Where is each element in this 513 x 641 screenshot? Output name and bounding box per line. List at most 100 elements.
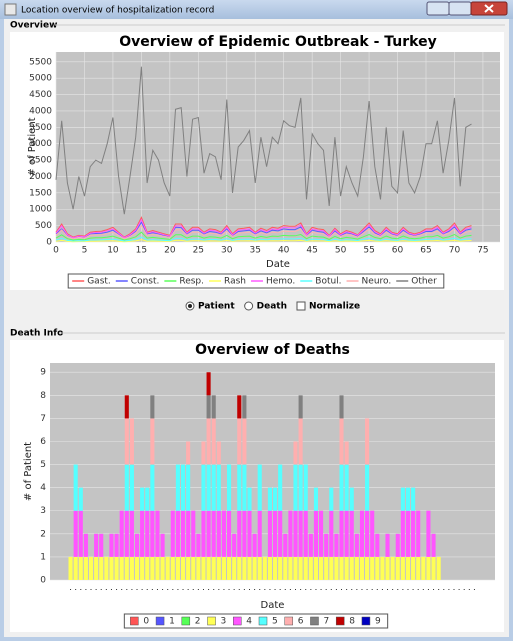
bar-segment (134, 556, 140, 580)
y-tick-label: 6 (40, 437, 46, 447)
bar-segment (73, 556, 78, 580)
x-tick-label: 65 (420, 246, 431, 256)
bar-segment (319, 556, 324, 580)
bar-segment (206, 510, 211, 557)
bar-segment (150, 395, 155, 419)
legend-swatch (335, 616, 345, 626)
bar-segment (206, 395, 211, 419)
bar-segment (400, 510, 405, 557)
legend-label: Botul. (315, 277, 341, 287)
checkbox-label[interactable]: Normalize (309, 302, 360, 312)
category-tick (197, 589, 199, 590)
bar-segment (68, 556, 73, 580)
category-tick (458, 589, 460, 590)
category-tick (433, 589, 435, 590)
chart-title: Overview of Epidemic Outbreak - Turkey (119, 34, 436, 50)
app-icon (4, 3, 17, 16)
category-tick (295, 589, 297, 590)
bar-segment (211, 556, 216, 580)
bar-segment (170, 510, 175, 557)
category-tick (75, 589, 77, 590)
x-tick-label: 75 (477, 246, 488, 256)
bar-segment (124, 510, 129, 557)
bar-segment (329, 487, 334, 511)
bar-segment (145, 556, 150, 580)
bar-segment (109, 533, 114, 557)
category-tick (412, 589, 414, 590)
bar-segment (196, 533, 201, 557)
x-tick-label: 40 (278, 246, 290, 256)
legend-box (123, 613, 389, 629)
category-tick (422, 589, 424, 590)
bar-segment (273, 556, 278, 580)
bar-segment (370, 556, 375, 580)
radio-label[interactable]: Death (257, 302, 287, 312)
category-tick (356, 589, 358, 590)
bar-segment (298, 395, 303, 419)
bar-segment (313, 510, 319, 557)
category-tick (70, 589, 72, 590)
bar-segment (237, 464, 242, 511)
category-tick (438, 589, 440, 590)
y-axis-label: # of Patient (23, 442, 34, 501)
line-series (55, 66, 472, 215)
bar-segment (405, 487, 411, 511)
legend-label: 4 (246, 617, 252, 627)
category-tick (105, 589, 107, 590)
minimize-button[interactable] (426, 1, 450, 16)
bar-segment (339, 510, 344, 557)
bar-segment (201, 441, 206, 465)
bar-segment (191, 510, 196, 557)
radio-label[interactable]: Patient (198, 302, 235, 312)
bar-segment (124, 418, 129, 465)
category-tick (187, 589, 189, 590)
bar-segment (109, 556, 114, 580)
bar-segment (226, 556, 232, 580)
bar-segment (232, 556, 237, 580)
bar-segment (242, 464, 247, 511)
bar-segment (216, 441, 221, 465)
bar-segment (308, 533, 313, 557)
y-tick-label: 4500 (29, 90, 52, 100)
bar-segment (160, 556, 165, 580)
bar-segment (129, 510, 134, 557)
bar-segment (226, 510, 232, 557)
category-tick (427, 589, 429, 590)
y-tick-label: 4000 (29, 106, 52, 116)
bar-segment (180, 556, 186, 580)
category-tick (95, 589, 97, 590)
category-tick (341, 589, 343, 590)
category-tick (110, 589, 112, 590)
category-tick (156, 589, 158, 590)
y-tick-label: 2500 (29, 156, 52, 166)
bar-segment (273, 487, 278, 511)
bar-segment (206, 372, 211, 396)
category-tick (131, 589, 133, 590)
bar-segment (206, 556, 211, 580)
bar-segment (94, 556, 99, 580)
bar-segment (395, 533, 400, 557)
bar-segment (129, 556, 134, 580)
legend-label: 1 (169, 617, 175, 627)
legend-label: Resp. (179, 277, 204, 287)
category-tick (351, 589, 353, 590)
radio-button[interactable] (244, 301, 254, 311)
bar-segment (124, 395, 129, 419)
bar-segment (145, 510, 150, 557)
bar-segment (339, 464, 344, 511)
category-tick (213, 589, 215, 590)
bar-segment (155, 556, 160, 580)
bar-segment (201, 464, 206, 511)
bar-segment (293, 464, 298, 511)
bar-segment (359, 510, 365, 557)
radio-dot (188, 304, 192, 308)
bar-segment (339, 395, 344, 419)
maximize-button[interactable] (448, 1, 472, 16)
x-tick-label: 45 (306, 246, 317, 256)
x-tick-label: 30 (221, 246, 233, 256)
checkbox[interactable] (296, 301, 306, 311)
bar-segment (298, 418, 303, 465)
bar-segment (257, 510, 262, 557)
x-tick-label: 50 (335, 246, 347, 256)
bar-segment (186, 556, 191, 580)
